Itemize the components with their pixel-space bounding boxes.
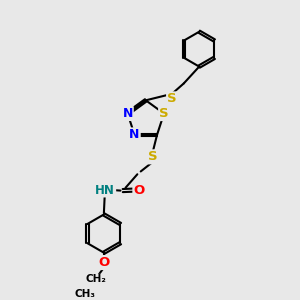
Text: CH₃: CH₃ (74, 289, 95, 299)
Text: O: O (134, 184, 145, 196)
Text: HN: HN (95, 184, 115, 196)
Text: S: S (148, 150, 158, 163)
Text: CH₂: CH₂ (85, 274, 106, 284)
Text: N: N (129, 128, 140, 141)
Text: S: S (159, 107, 169, 120)
Text: N: N (122, 107, 133, 120)
Text: S: S (167, 92, 177, 105)
Text: O: O (98, 256, 110, 269)
